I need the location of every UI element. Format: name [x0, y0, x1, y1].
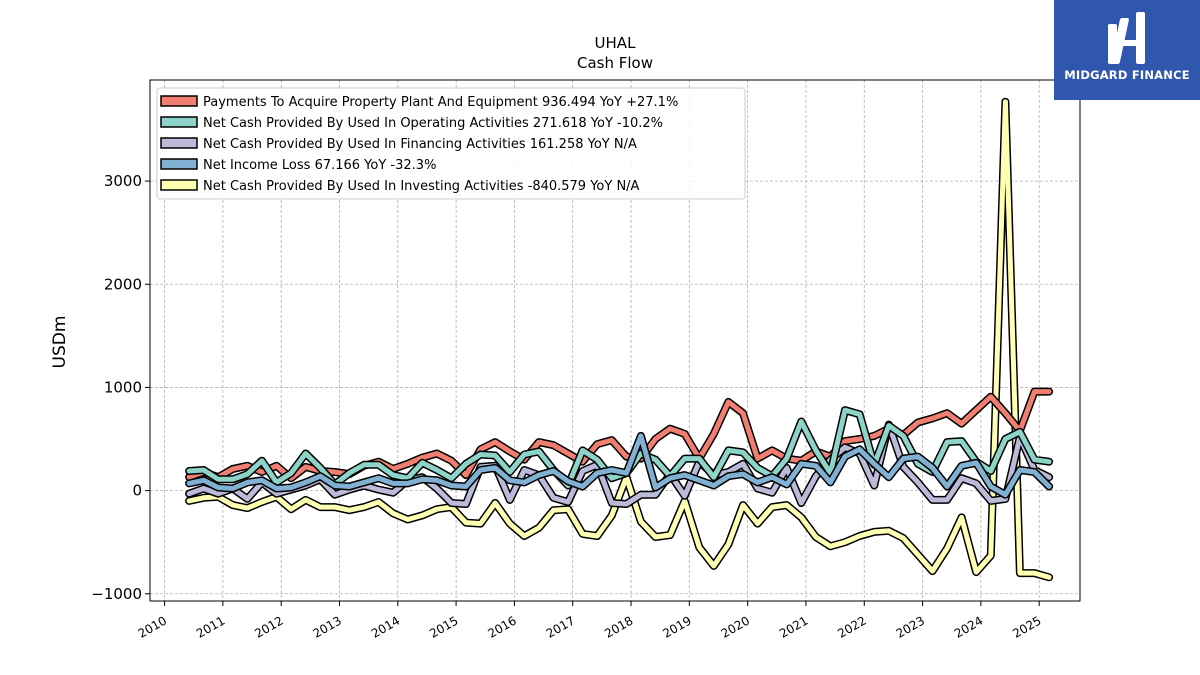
legend-label: Payments To Acquire Property Plant And E… [203, 95, 678, 110]
series-line-net-income-loss [186, 433, 1052, 498]
x-tick-label: 2012 [252, 613, 285, 640]
y-tick-label: 0 [132, 482, 142, 500]
midgard-logo: MIDGARD FINANCE [1054, 0, 1200, 100]
chart-title: UHAL [595, 34, 637, 52]
x-tick-label: 2025 [1010, 613, 1043, 640]
x-tick-label: 2016 [485, 613, 518, 640]
legend-swatch [160, 158, 198, 170]
plot-frame [149, 79, 1081, 602]
x-tick-label: 2015 [427, 613, 460, 640]
legend-swatch [160, 95, 198, 107]
legend: Payments To Acquire Property Plant And E… [156, 87, 746, 200]
y-tick-label: 3000 [104, 172, 142, 190]
y-axis-label: USDm [50, 316, 70, 369]
x-tick-label: 2020 [719, 613, 752, 640]
x-tick-label: 2010 [136, 613, 169, 640]
y-tick-label: −1000 [91, 585, 142, 603]
legend-swatch [160, 179, 198, 191]
legend-label: Net Cash Provided By Used In Financing A… [203, 137, 637, 152]
legend-box [156, 87, 746, 200]
series-line-net-cash-provided-by-used-in-investing-activities [186, 99, 1052, 580]
x-tick-label: 2018 [602, 613, 635, 640]
axis-ticks: 2010 2011 2012 2013 2014 2015 2016 2017 2018 2019… [91, 172, 1043, 641]
x-tick-label: 2023 [894, 613, 927, 640]
x-tick-label: 2017 [544, 613, 577, 640]
x-tick-label: 2021 [777, 613, 810, 640]
x-tick-label: 2019 [660, 613, 693, 640]
x-tick-label: 2022 [835, 613, 868, 640]
legend-label: Net Income Loss 67.166 YoY -32.3% [203, 158, 436, 173]
legend-swatch [160, 137, 198, 149]
y-tick-label: 1000 [104, 378, 142, 396]
y-tick-label: 2000 [104, 275, 142, 293]
legend-label: Net Cash Provided By Used In Investing A… [203, 179, 640, 194]
chart-subtitle: Cash Flow [577, 54, 653, 72]
x-tick-label: 2011 [194, 613, 227, 640]
x-tick-label: 2013 [311, 613, 344, 640]
logo-text: MIDGARD FINANCE [1064, 68, 1190, 82]
x-tick-label: 2024 [952, 613, 985, 640]
x-tick-label: 2014 [369, 613, 402, 640]
midgard-logo-icon [1108, 12, 1145, 64]
legend-label: Net Cash Provided By Used In Operating A… [203, 116, 663, 131]
series-line-net-cash-provided-by-used-in-financing-activities [186, 422, 1052, 507]
series-layer [185, 97, 1054, 582]
legend-swatch [160, 116, 198, 128]
